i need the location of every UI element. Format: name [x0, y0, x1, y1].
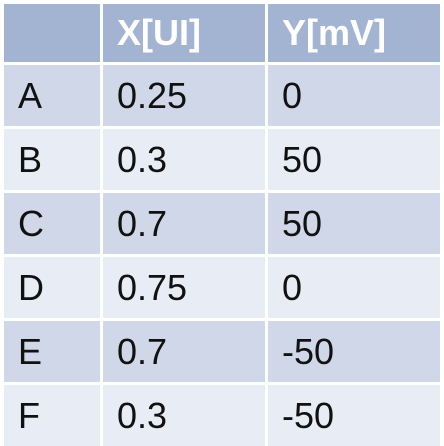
x-value-cell: 0.7 [100, 193, 265, 254]
header-cell-label [4, 4, 100, 62]
header-cell-y: Y[mV] [265, 4, 440, 62]
x-value-cell: 0.75 [100, 257, 265, 318]
y-value-cell: -50 [265, 385, 440, 446]
point-label-cell: A [4, 65, 100, 126]
x-value-cell: 0.3 [100, 129, 265, 190]
header-cell-x: X[UI] [100, 4, 265, 62]
point-label-cell: E [4, 321, 100, 382]
x-value-cell: 0.7 [100, 321, 265, 382]
y-value-cell: 0 [265, 65, 440, 126]
y-value-cell: -50 [265, 321, 440, 382]
x-value-cell: 0.25 [100, 65, 265, 126]
y-value-cell: 50 [265, 193, 440, 254]
point-label-cell: D [4, 257, 100, 318]
point-label-cell: C [4, 193, 100, 254]
x-value-cell: 0.3 [100, 385, 265, 446]
y-value-cell: 0 [265, 257, 440, 318]
point-label-cell: F [4, 385, 100, 446]
y-value-cell: 50 [265, 129, 440, 190]
coordinates-table: X[UI] Y[mV] A 0.25 0 B 0.3 50 C 0.7 50 D… [4, 4, 440, 446]
point-label-cell: B [4, 129, 100, 190]
